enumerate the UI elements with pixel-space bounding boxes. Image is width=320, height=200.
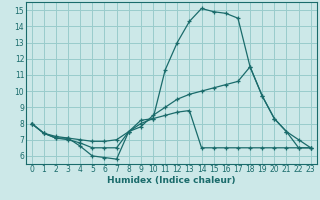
- X-axis label: Humidex (Indice chaleur): Humidex (Indice chaleur): [107, 176, 236, 185]
